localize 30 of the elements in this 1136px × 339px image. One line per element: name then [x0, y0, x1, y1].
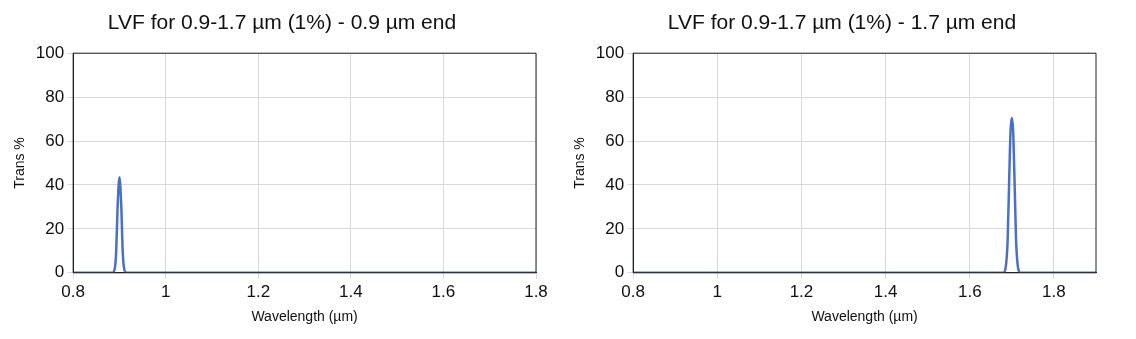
y-tick-label: 40 [605, 174, 625, 194]
x-tick-label: 1.8 [524, 281, 548, 301]
chart-title: LVF for 0.9-1.7 µm (1%) - 1.7 µm end [666, 9, 1018, 35]
x-tick-label: 1.6 [431, 281, 456, 301]
x-tick-label: 1.2 [246, 281, 271, 301]
x-tick-label: 1.4 [339, 281, 363, 301]
y-tick-label: 0 [54, 262, 65, 282]
y-tick-label: 20 [45, 218, 65, 238]
y-tick-label: 60 [45, 130, 65, 150]
x-axis-title: Wavelength (µm) [251, 308, 358, 325]
x-tick-label: 1.8 [1042, 281, 1066, 301]
x-axis-title: Wavelength (µm) [811, 308, 918, 325]
y-tick-label: 100 [595, 42, 625, 62]
y-axis-title: Trans % [571, 137, 588, 189]
x-tick-label: 1.6 [957, 281, 982, 301]
y-tick-label: 80 [605, 86, 625, 106]
x-tick-label: 0.8 [61, 281, 85, 301]
x-tick-label: 1.2 [789, 281, 814, 301]
chart-title: LVF for 0.9-1.7 µm (1%) - 0.9 µm end [106, 9, 458, 35]
y-tick-label: 100 [35, 42, 65, 62]
x-tick-label: 1.4 [873, 281, 898, 301]
x-tick-label: 1 [712, 281, 723, 301]
y-tick-label: 40 [45, 174, 65, 194]
y-tick-label: 80 [45, 86, 65, 106]
x-tick-label: 1 [161, 281, 171, 301]
y-tick-label: 20 [605, 218, 625, 238]
y-tick-label: 0 [614, 262, 625, 282]
y-axis-title: Trans % [11, 137, 28, 189]
y-tick-label: 60 [605, 130, 625, 150]
x-tick-label: 0.8 [621, 281, 645, 301]
